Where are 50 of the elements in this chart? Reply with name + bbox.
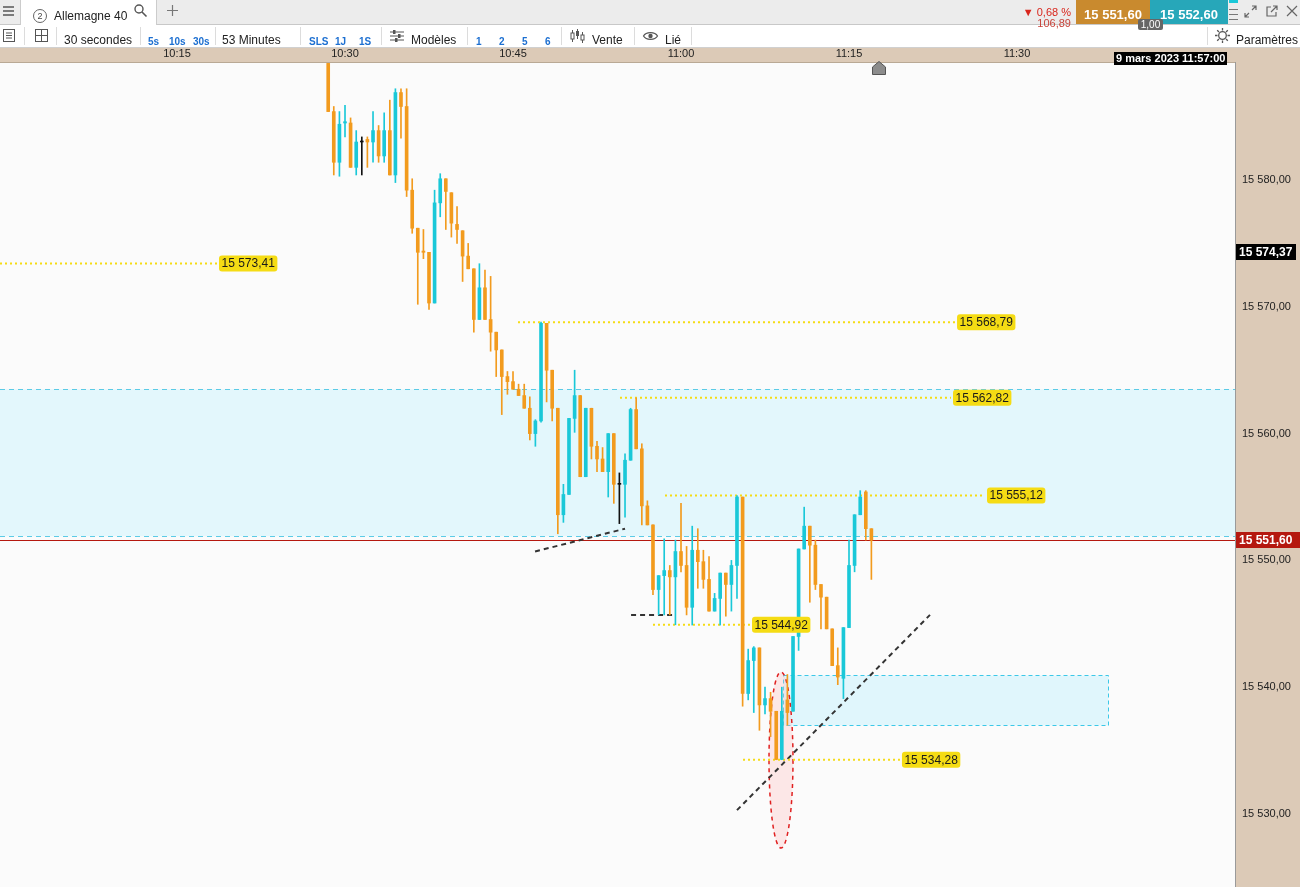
data-label: 15 555,12 bbox=[989, 488, 1044, 503]
text: 6 bbox=[545, 36, 551, 47]
text: SLS bbox=[309, 36, 329, 47]
text: 1,00 bbox=[1137, 19, 1164, 30]
x-tick-label: 11:00 bbox=[667, 47, 695, 60]
text: Paramètres bbox=[1236, 33, 1299, 47]
text: 30 secondes bbox=[64, 33, 133, 47]
text: Modèles bbox=[411, 33, 457, 47]
x-tick-label: 11:15 bbox=[835, 47, 863, 60]
text: 15 552,60 bbox=[1160, 7, 1218, 22]
y-tick-label: 15 560,00 bbox=[1242, 426, 1291, 439]
text: 2 bbox=[33, 9, 47, 23]
y-tick-label: 15 530,00 bbox=[1242, 807, 1291, 819]
candlestick bbox=[578, 395, 583, 478]
x-tick-label: 10:45 bbox=[499, 47, 527, 60]
text: 15 551,60 bbox=[1084, 7, 1142, 22]
y-tick-label: 15 580,00 bbox=[1242, 173, 1291, 186]
y-tick-label: 15 570,00 bbox=[1242, 299, 1291, 312]
ref-line-label: 15 551,60 bbox=[1239, 532, 1293, 547]
text: 10s bbox=[169, 36, 186, 47]
y-tick-label: 15 540,00 bbox=[1242, 680, 1291, 693]
text: ▼ 0,68 % bbox=[1022, 6, 1071, 18]
chart-title: Allemagne 40 bbox=[54, 9, 128, 23]
data-label: 15 568,79 bbox=[959, 314, 1014, 329]
annotation: 9 mars 2023 11:57:00 bbox=[1114, 52, 1228, 65]
text: 15 574,37 bbox=[1236, 244, 1297, 260]
text: 2 bbox=[499, 36, 505, 47]
data-label: 15 544,92 bbox=[754, 617, 809, 632]
text: 53 Minutes bbox=[222, 33, 281, 47]
text: 5 bbox=[522, 36, 528, 47]
candlestick bbox=[583, 407, 588, 478]
x-tick-label: 10:30 bbox=[331, 47, 359, 60]
text: Lié bbox=[665, 33, 682, 47]
text: 1 bbox=[476, 36, 482, 47]
data-label: 15 573,41 bbox=[221, 256, 276, 271]
x-tick-label: 10:15 bbox=[163, 47, 191, 60]
text: 1S bbox=[359, 36, 372, 47]
data-label: 15 534,28 bbox=[904, 752, 959, 767]
x-tick-label: 11:30 bbox=[1003, 47, 1031, 60]
text: 1J bbox=[335, 36, 347, 47]
text: 30s bbox=[193, 36, 210, 47]
candlestick bbox=[326, 63, 331, 112]
text: 5s bbox=[148, 36, 160, 47]
y-tick-label: 15 550,00 bbox=[1242, 553, 1291, 566]
text: Vente bbox=[592, 33, 623, 47]
candlestick bbox=[830, 628, 835, 666]
text: 106,89 bbox=[1037, 17, 1071, 29]
candlestick bbox=[791, 636, 795, 712]
data-label: 15 562,82 bbox=[955, 390, 1010, 405]
candlestick bbox=[567, 418, 571, 495]
